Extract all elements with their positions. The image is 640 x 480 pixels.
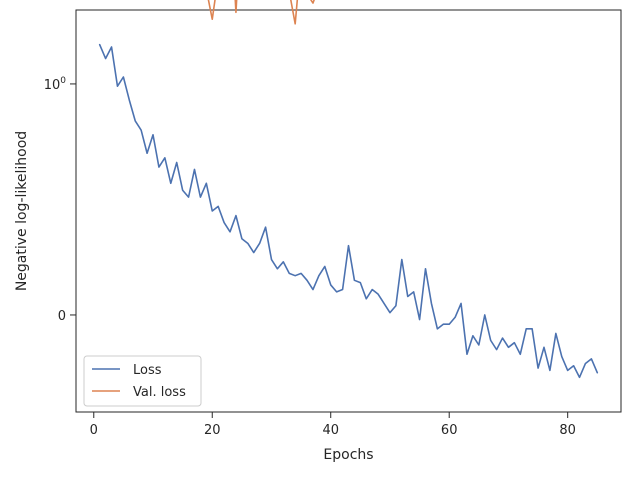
- x-tick-label: 40: [322, 423, 339, 438]
- legend-label-loss: Loss: [133, 363, 162, 378]
- x-axis-title: Epochs: [323, 447, 373, 463]
- x-tick-label: 20: [204, 423, 221, 438]
- legend-label-val-loss: Val. loss: [133, 385, 186, 400]
- y-tick-label: 0: [58, 309, 66, 324]
- x-tick-label: 0: [90, 423, 98, 438]
- series-layer: [98, 0, 599, 379]
- y-axis: 0 100: [44, 76, 76, 324]
- plot-area: [75, 9, 622, 413]
- series-line-loss: [98, 43, 599, 379]
- y-axis-title: Negative log-likelihood: [14, 131, 30, 291]
- x-axis: 0 20 40 60 80: [90, 412, 576, 438]
- legend: Loss Val. loss: [83, 355, 202, 407]
- x-tick-label: 80: [559, 423, 576, 438]
- x-tick-label: 60: [441, 423, 458, 438]
- y-tick-label: 100: [44, 76, 67, 93]
